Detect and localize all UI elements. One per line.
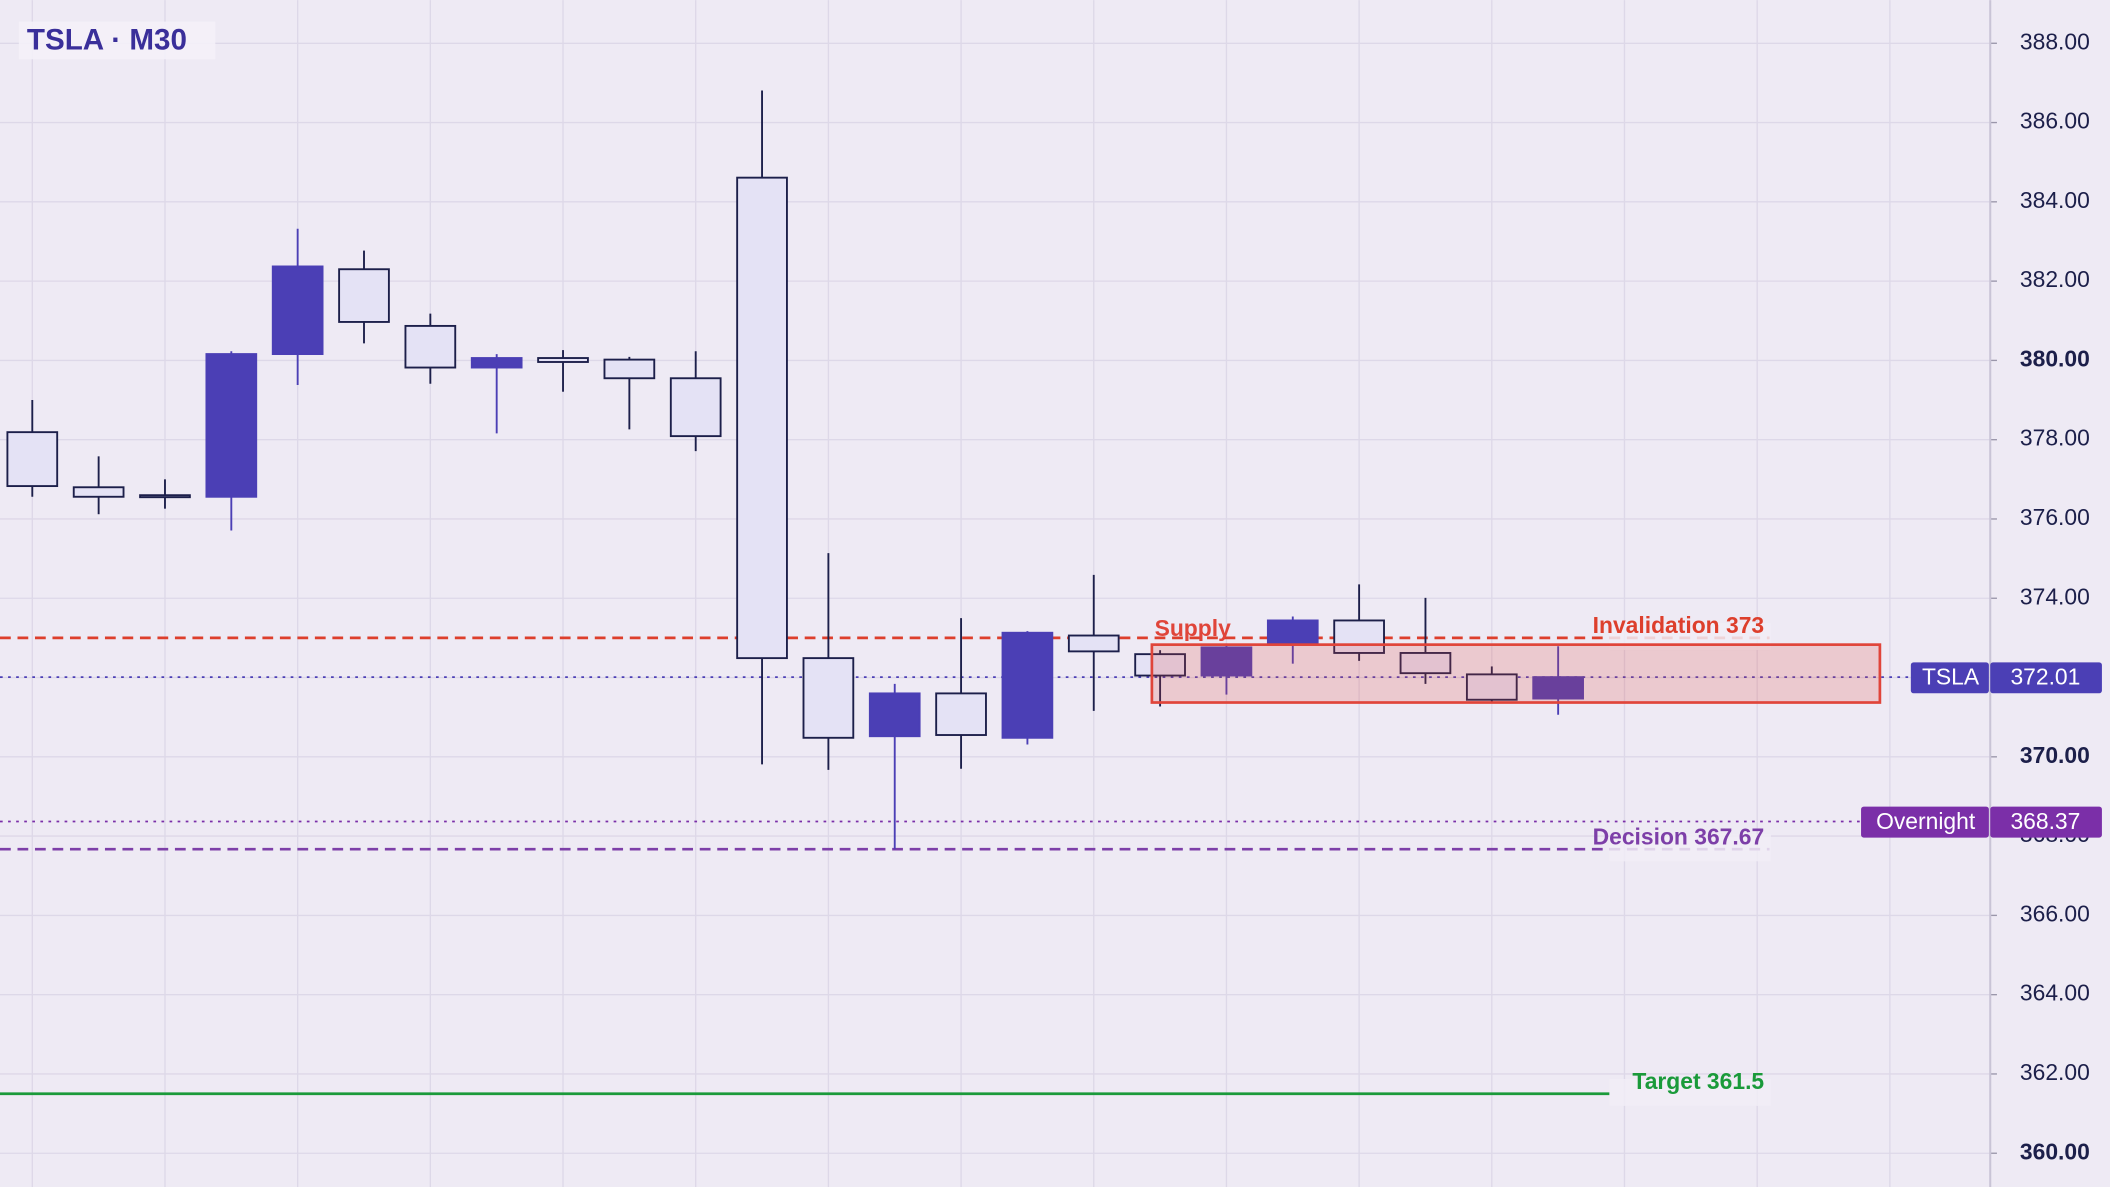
candle-body bbox=[1399, 652, 1452, 675]
candle-body bbox=[868, 692, 921, 738]
y-tick-label: 374.00 bbox=[2020, 583, 2090, 609]
candle-body bbox=[1134, 653, 1186, 677]
y-tick-label: 360.00 bbox=[2020, 1138, 2090, 1164]
y-tick-label: 378.00 bbox=[2020, 425, 2090, 451]
candle-body bbox=[470, 357, 523, 369]
badge-label: TSLA bbox=[1922, 664, 1980, 690]
y-tick-label: 380.00 bbox=[2020, 345, 2090, 371]
badge-value: 372.01 bbox=[2010, 664, 2080, 690]
y-tick-label: 386.00 bbox=[2020, 108, 2090, 134]
candle-body bbox=[1266, 619, 1319, 646]
level-label: Target 361.5 bbox=[1632, 1068, 1764, 1094]
candle-body bbox=[935, 692, 987, 736]
title-bg bbox=[18, 21, 216, 60]
supply-zone bbox=[1150, 643, 1882, 704]
y-tick-label: 370.00 bbox=[2020, 742, 2090, 768]
candle-body bbox=[1067, 634, 1120, 653]
candle-body bbox=[338, 268, 390, 323]
candles bbox=[6, 90, 1584, 850]
candle-body bbox=[139, 494, 191, 499]
badge-label-bg bbox=[1910, 662, 1989, 694]
zone-label: Supply bbox=[1155, 615, 1231, 641]
candle-body bbox=[271, 265, 324, 356]
candle-body bbox=[6, 431, 59, 488]
y-tick-label: 366.00 bbox=[2020, 900, 2090, 926]
y-tick-label: 364.00 bbox=[2020, 980, 2090, 1006]
y-tick-label: 382.00 bbox=[2020, 266, 2090, 292]
badge-label: Overnight bbox=[1876, 808, 1976, 834]
badge-value: 368.37 bbox=[2010, 808, 2080, 834]
level-label: Invalidation 373 bbox=[1593, 612, 1765, 638]
badge-value-bg bbox=[1990, 806, 2102, 838]
y-tick-label: 384.00 bbox=[2020, 187, 2090, 213]
badge-label-bg bbox=[1861, 806, 1989, 838]
candle-body bbox=[404, 324, 457, 369]
level-label-bg bbox=[1609, 1078, 1771, 1106]
candle-body bbox=[802, 657, 855, 739]
chart-title: TSLA · M30 bbox=[27, 24, 187, 57]
candle-body bbox=[669, 377, 722, 438]
y-tick-label: 362.00 bbox=[2020, 1059, 2090, 1085]
candle-body bbox=[736, 176, 788, 660]
candle-body bbox=[1465, 673, 1518, 701]
candle-body bbox=[537, 357, 589, 363]
candle-body bbox=[1001, 631, 1054, 739]
badge-value-bg bbox=[1990, 662, 2102, 694]
level-label-bg bbox=[1609, 834, 1771, 862]
candle-body bbox=[205, 353, 258, 498]
y-tick-label: 376.00 bbox=[2020, 504, 2090, 530]
level-label: Decision 367.67 bbox=[1593, 823, 1765, 849]
y-tick-label: 388.00 bbox=[2020, 28, 2090, 54]
candle-body bbox=[1532, 676, 1584, 700]
candle-body bbox=[1333, 619, 1385, 654]
candle-body bbox=[603, 358, 656, 380]
candle-body bbox=[72, 486, 125, 498]
candle-body bbox=[1200, 646, 1253, 677]
